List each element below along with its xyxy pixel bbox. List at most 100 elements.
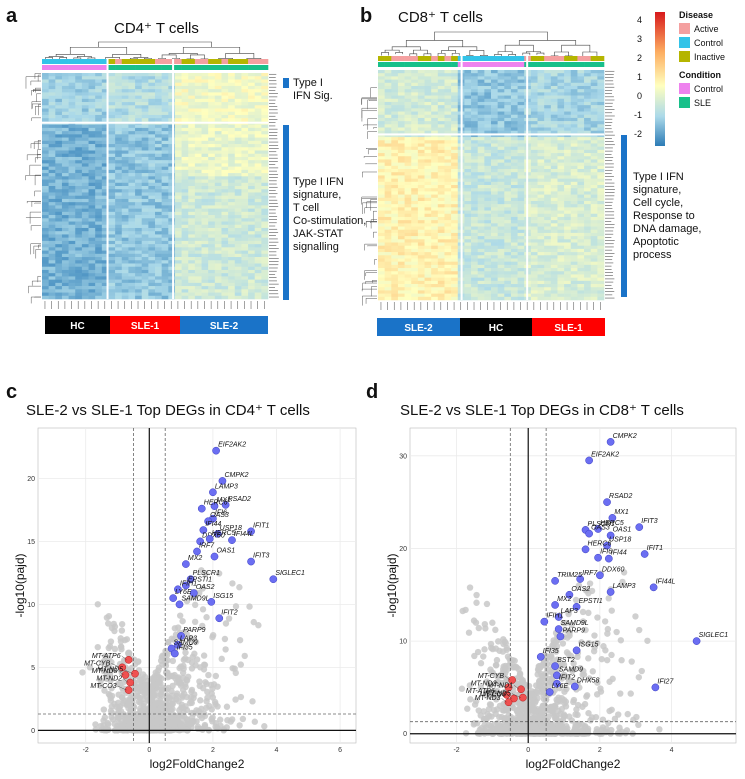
gene-label-oas3: OAS3 [591,525,610,532]
gene-label-ifit2: IFIT2 [221,609,237,616]
point-up-usp18 [213,529,222,538]
point-up-epsti1 [182,581,190,590]
volD-y-axis-label: -log10(pajd) [385,553,399,617]
gene-label-mt-cyb: MT-CYB [478,673,505,680]
gene-label-rsad2: RSAD2 [228,496,251,503]
y-tick-label: 20 [27,476,35,483]
point-down-mt-nd5 [131,669,139,678]
gene-label-samd9: SAMD9 [174,640,198,647]
point-up-mx1 [210,502,219,510]
point-up-herc6 [197,504,206,513]
gene-label-ly6e: LY6E [175,589,192,596]
hmB-cells [378,70,605,301]
point-up-ifit2 [553,679,561,688]
gene-label-epsti1: EPSTI1 [579,598,603,605]
point-up-ifi35 [170,649,179,658]
panel-letter-c: c [6,381,17,403]
gene-label-ifih1: IFIH1 [546,613,563,620]
heatmap-b-annotation-1: Type I IFN signature, Cell cycle, Respon… [621,135,701,297]
point-up-rsad2 [603,498,611,506]
point-up-herc5 [594,525,602,533]
gene-label-lap3: LAP3 [561,608,578,615]
legend-swatch-active [679,23,690,34]
point-up-ifit3 [247,557,255,566]
gene-label-lamp3: LAMP3 [613,583,636,590]
point-up-usp18 [603,541,611,550]
gene-label-herc5: HERC5 [212,530,236,537]
y-tick-label: 0 [31,728,35,735]
panel-letter-a: a [6,5,18,27]
legend-label-inactive: Inactive [694,52,725,62]
hmA-row-dendrogram [25,73,41,304]
point-up-ifi44 [199,526,208,534]
scale-tick-label: 3 [637,34,642,44]
group-bar-sle-1 [110,316,180,334]
point-up-trim25 [551,577,559,585]
gene-label-parp9: PARP9 [183,627,206,634]
volD-x-axis-label: log2FoldChange2 [526,757,621,771]
point-up-ifi27 [651,683,660,692]
point-down-mt-nd5 [518,693,527,702]
point-up-ifi44l [228,536,236,544]
heatmap-b-title: CD8⁺ T cells [398,9,483,26]
y-tick-label: 15 [27,539,35,546]
gene-label-lamp3: LAMP3 [215,483,238,490]
gene-label-ifit1: IFIT1 [647,545,663,552]
legend-swatch-condition-sle [679,97,690,108]
gene-label-plscr1: PLSCR1 [588,521,615,528]
y-tick-label: 0 [403,731,407,738]
point-down-mt-nd3 [504,698,513,707]
hmA-cells [42,73,269,300]
group-label-sle-2: SLE-2 [404,323,433,334]
point-up-plscr1 [186,575,195,584]
gene-label-siglec1: SIGLEC1 [699,632,729,639]
gene-label-plscr1: PLSCR1 [193,570,220,577]
gene-label-ddx60: DDX60 [202,532,225,539]
gene-label-samd9l: SAMD9L [182,595,210,602]
point-down-mt-atp6 [124,655,133,664]
x-tick-label: 4 [275,747,279,754]
point-up-ifit1 [640,550,649,558]
legend-label-condition-control: Control [694,84,723,94]
point-up-ifit2 [215,614,224,623]
point-up-ddx60 [196,537,205,546]
volC-tick-labels: -2 0 2 4 6 0 5 10 15 20 [27,476,342,754]
hmA-row-label-strip [269,73,279,298]
gene-label-mt-nd2: MT-ND2 [471,680,497,687]
point-up-lap3 [554,613,563,621]
point-up-siglec1 [269,575,278,584]
hmB-row-dendrogram [361,87,377,306]
group-bar-hc [45,316,110,334]
x-tick-label: 0 [147,747,151,754]
hmB-sample-label-strip [380,302,601,310]
gene-label-mt-nd5: MT-ND5 [97,667,123,674]
point-up-irf7 [193,547,201,556]
legend-label-active: Active [694,24,719,34]
scale-tick-label: -1 [634,110,642,120]
color-scale-ticks: 4 3 2 1 0 -1 -2 [634,15,642,139]
gene-label-mt-nd5: MT-ND5 [485,691,511,698]
panel-letter-d: d [366,381,378,403]
y-tick-label: 5 [31,665,35,672]
gene-label-cmpk2: CMPK2 [224,472,248,479]
gene-label-ifit3: IFIT3 [641,518,657,525]
hmA-annotation-rows [42,59,269,70]
legend-label-condition-sle: SLE [694,98,711,108]
volC-x-axis-label: log2FoldChange2 [150,757,245,771]
point-down-mt-nd1 [517,685,525,694]
gene-label-ifit3: IFIT3 [253,553,269,560]
gene-label-ifi44: IFI44 [611,550,627,557]
point-up-oas1 [210,552,219,561]
x-tick-label: 2 [211,747,215,754]
point-up-ifi44 [604,554,613,563]
point-up-herc5 [205,535,214,543]
point-up-mx2 [182,560,190,568]
point-up-irf7 [576,575,585,583]
gene-label-ifi35: IFI35 [543,648,559,655]
point-up-ifi35 [536,652,545,661]
group-bar-sle-1 [532,318,605,336]
gene-label-irf7: IRF7 [582,570,598,577]
